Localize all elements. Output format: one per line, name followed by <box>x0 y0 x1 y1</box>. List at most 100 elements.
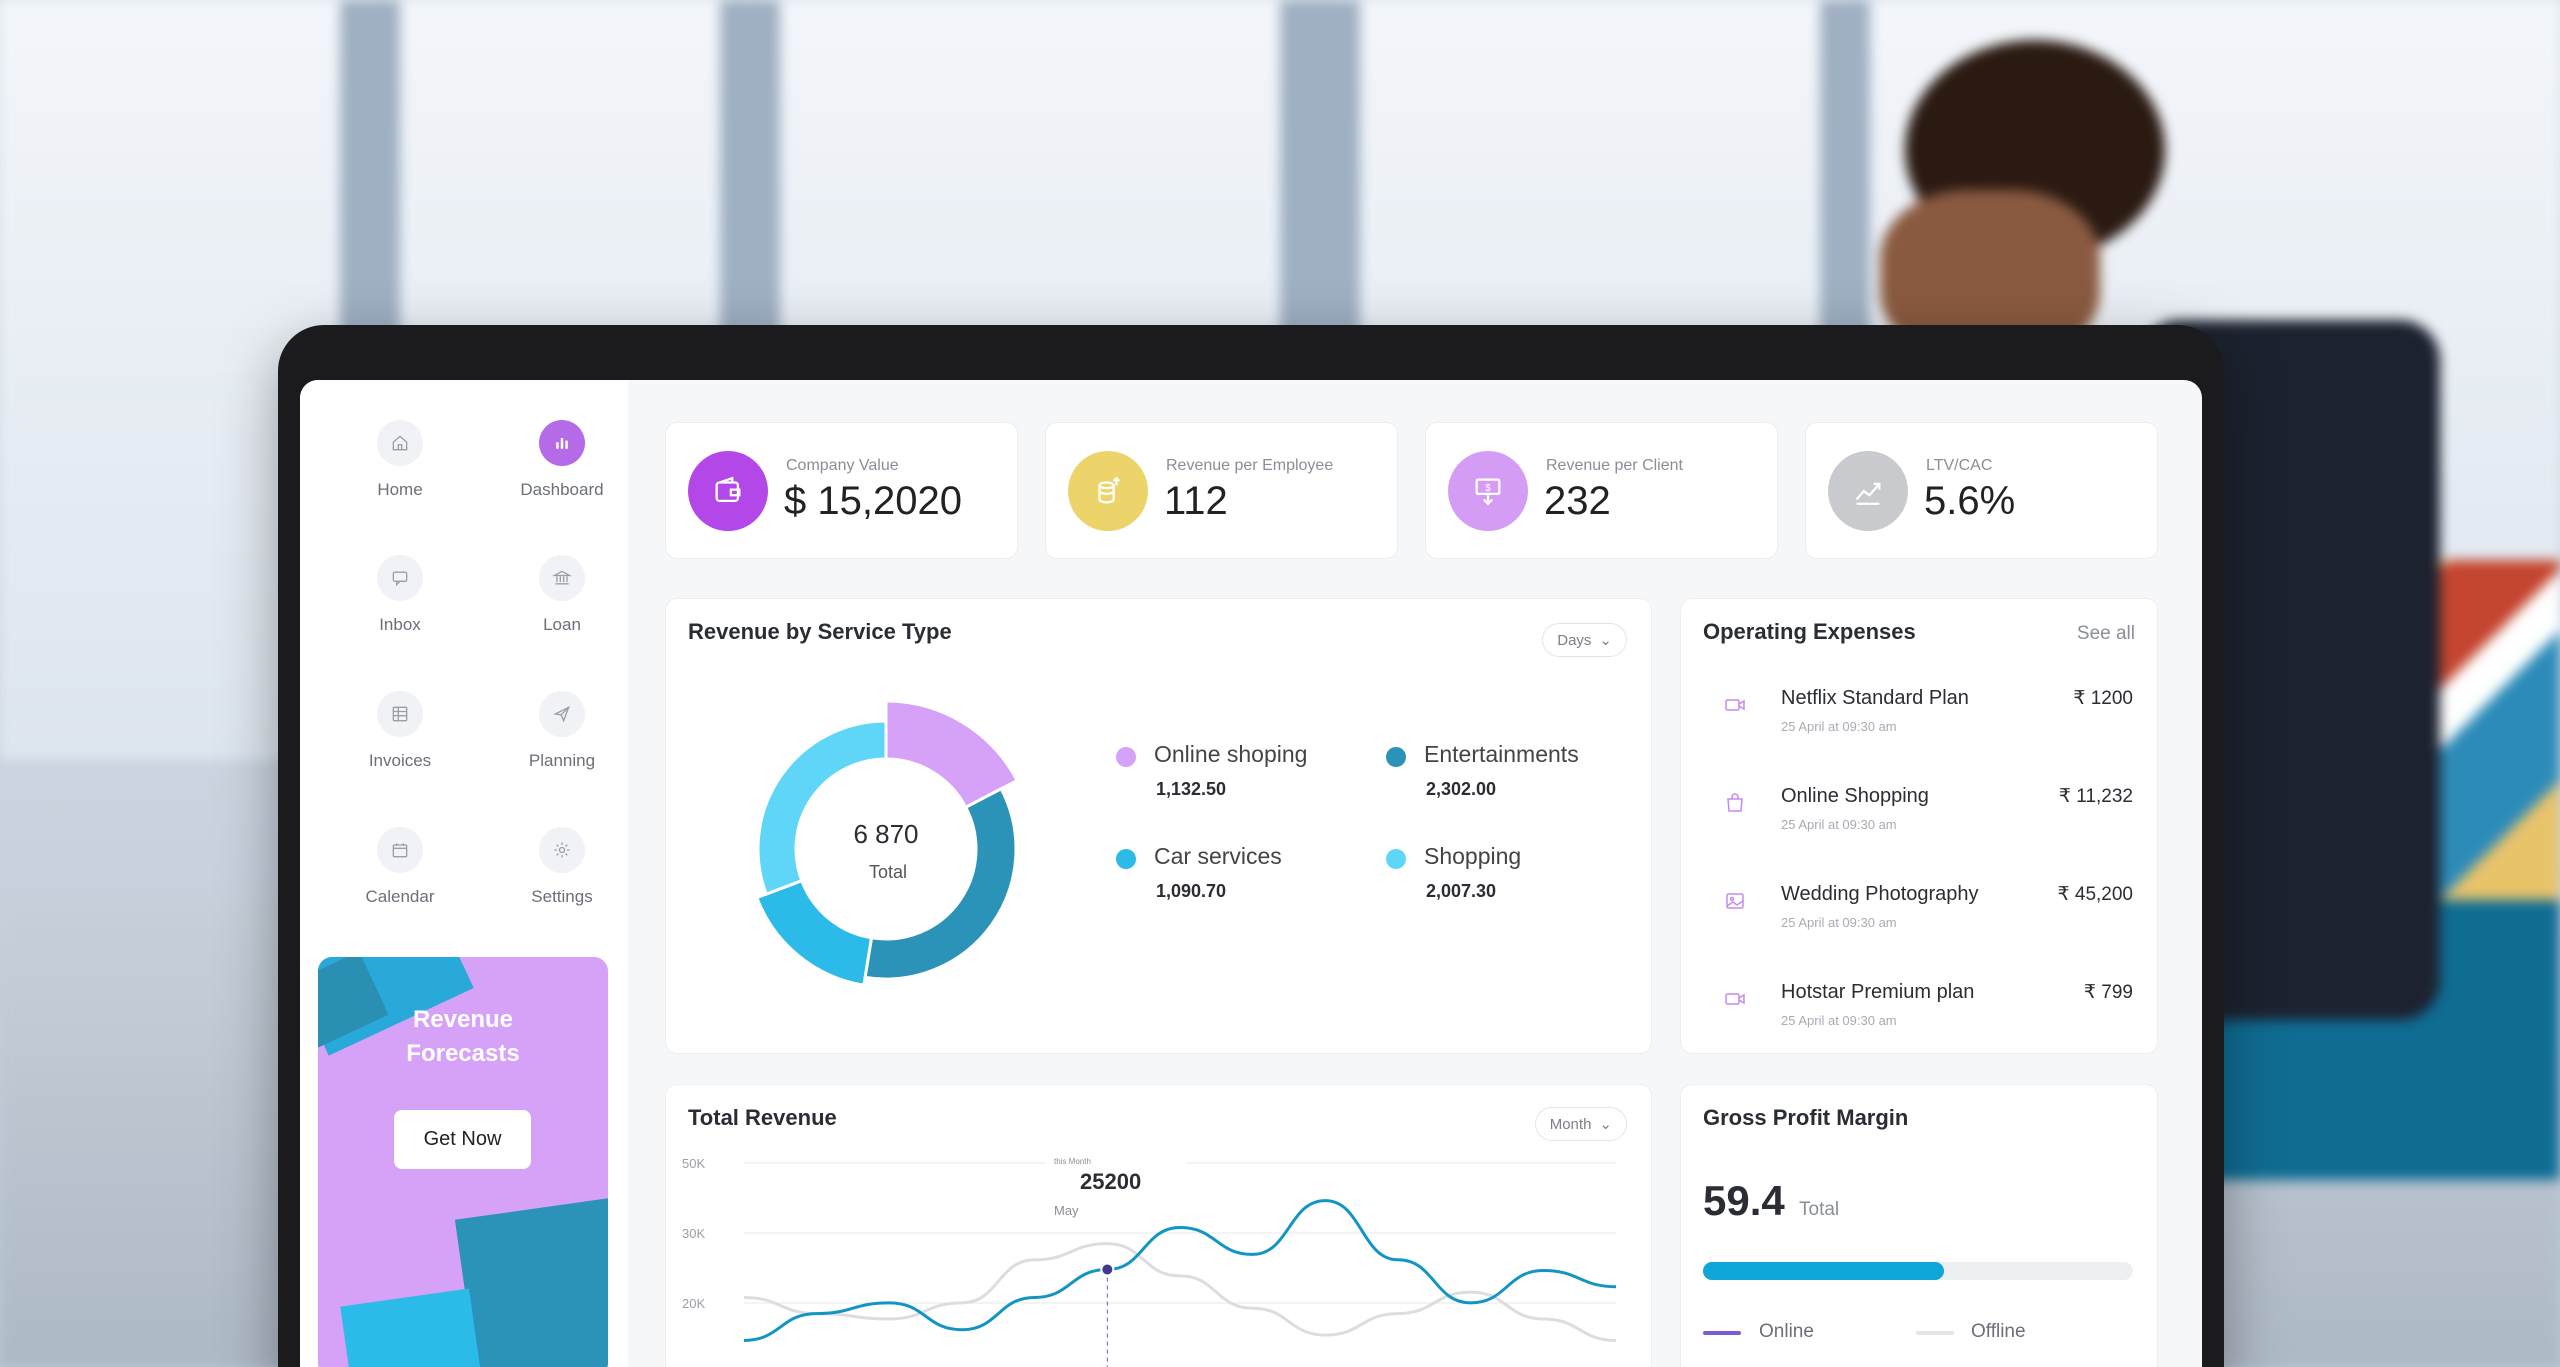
promo-title: Revenue Forecasts <box>406 1006 520 1067</box>
sidebar-item-settings[interactable]: Settings <box>492 827 632 907</box>
get-now-button[interactable]: Get Now <box>394 1110 531 1169</box>
sidebar-item-invoices[interactable]: Invoices <box>330 691 470 771</box>
kpi-card-revenue-per-client: $ Revenue per Client 232 <box>1425 422 1778 559</box>
expense-row[interactable]: Online Shopping 25 April at 09:30 am ₹ 1… <box>1701 777 2137 847</box>
kpi-label: Revenue per Employee <box>1166 457 1334 474</box>
sidebar-item-label: Loan <box>543 615 581 634</box>
operating-expenses-card: Operating Expenses See all Netflix Stand… <box>1680 598 2158 1054</box>
sidebar-item-label: Planning <box>528 751 596 770</box>
shopping-bag-icon <box>1727 793 1743 812</box>
sidebar-item-home[interactable]: Home <box>330 420 470 500</box>
y-tick-label: 30K <box>682 1226 705 1241</box>
send-icon <box>539 691 585 737</box>
kpi-label: Company Value <box>786 457 899 474</box>
expense-amount: ₹ 45,200 <box>2057 884 2133 905</box>
chevron-down-icon: ⌄ <box>1599 1116 1612 1133</box>
revenue-tooltip: this Month 25200 May <box>1046 1153 1186 1223</box>
expense-row[interactable]: Wedding Photography 25 April at 09:30 am… <box>1701 875 2137 945</box>
card-title: Revenue by Service Type <box>688 619 952 644</box>
tooltip-label: May <box>1054 1203 1079 1218</box>
home-icon <box>377 420 423 466</box>
kpi-card-ltv-cac: LTV/CAC 5.6% <box>1805 422 2158 559</box>
legend-value: 2,302.00 <box>1426 779 1497 799</box>
donut-slice <box>863 786 1018 981</box>
image-icon <box>1726 893 1744 909</box>
kpi-label: LTV/CAC <box>1926 457 1993 474</box>
see-all-link[interactable]: See all <box>2076 623 2135 644</box>
legend-value: 1,090.70 <box>1156 881 1227 901</box>
offline-legend-swatch <box>1916 1331 1954 1335</box>
expense-amount: ₹ 1200 <box>2073 688 2133 709</box>
tooltip-value: 25200 <box>1080 1169 1142 1194</box>
card-title: Total Revenue <box>688 1105 837 1130</box>
period-dropdown-value: Month <box>1549 1115 1592 1133</box>
online-legend-swatch <box>1703 1331 1741 1335</box>
kpi-value: 232 <box>1544 479 1611 523</box>
revenue-line <box>743 1199 1617 1342</box>
sidebar-item-label: Calendar <box>365 887 435 906</box>
bank-icon <box>539 555 585 601</box>
expense-row[interactable]: Hotstar Premium plan 25 April at 09:30 a… <box>1701 973 2137 1043</box>
legend-name: Online shoping <box>1154 741 1308 767</box>
expense-name: Wedding Photography <box>1781 883 1979 905</box>
kpi-label: Revenue per Client <box>1546 457 1683 474</box>
dashboard-screen: Home Dashboard Inbox <box>300 380 2202 1367</box>
expense-date: 25 April at 09:30 am <box>1781 1013 1897 1028</box>
card-title: Gross Profit Margin <box>1703 1105 1909 1130</box>
kpi-value: 112 <box>1164 479 1228 523</box>
kpi-value: $ 15,2020 <box>784 479 962 523</box>
offline-legend-label: Offline <box>1971 1321 2026 1342</box>
svg-text:$: $ <box>1485 483 1491 494</box>
comparison-line <box>743 1242 1617 1342</box>
gross-profit-label: Total <box>1799 1199 1840 1220</box>
chevron-down-icon: ⌄ <box>1599 632 1612 649</box>
donut-center-label: Total <box>869 862 907 882</box>
invoice-icon <box>377 691 423 737</box>
sidebar-item-planning[interactable]: Planning <box>492 691 632 771</box>
legend-name: Car services <box>1154 843 1282 869</box>
sidebar-item-label: Settings <box>531 887 593 906</box>
sidebar-item-label: Inbox <box>379 615 421 634</box>
hover-point[interactable] <box>1100 1262 1115 1277</box>
service-donut-chart: 6 870 Total <box>754 699 1020 987</box>
money-download-icon: $ <box>1448 451 1528 531</box>
kpi-card-revenue-per-employee: Revenue per Employee 112 <box>1045 422 1398 559</box>
coins-icon <box>1068 451 1148 531</box>
sidebar-item-inbox[interactable]: Inbox <box>330 555 470 635</box>
donut-center-value: 6 870 <box>853 819 918 849</box>
sidebar-item-loan[interactable]: Loan <box>492 555 632 635</box>
y-tick-label: 20K <box>682 1296 705 1311</box>
gross-profit-card: Gross Profit Margin 59.4 Total Online Of… <box>1680 1084 2158 1367</box>
expense-date: 25 April at 09:30 am <box>1781 719 1897 734</box>
expense-date: 25 April at 09:30 am <box>1781 915 1897 930</box>
gross-profit-progress-fill <box>1703 1262 1944 1280</box>
revenue-by-service-card: Revenue by Service Type Days ⌄ 6 870 Tot… <box>665 598 1652 1054</box>
period-dropdown[interactable]: Days ⌄ <box>1542 623 1627 657</box>
sidebar-item-label: Home <box>377 480 423 499</box>
wallet-icon <box>688 451 768 531</box>
period-dropdown[interactable]: Month ⌄ <box>1534 1107 1627 1141</box>
expense-row[interactable]: Netflix Standard Plan 25 April at 09:30 … <box>1701 679 2137 749</box>
legend-value: 2,007.30 <box>1426 881 1497 901</box>
period-dropdown-value: Days <box>1557 631 1592 649</box>
gear-icon <box>539 827 585 873</box>
total-revenue-line-chart: 50K30K20K10K <box>682 1156 1617 1367</box>
bar-chart-icon <box>539 420 585 466</box>
legend-name: Shopping <box>1424 843 1522 869</box>
sidebar-item-label: Invoices <box>368 751 432 770</box>
kpi-value: 5.6% <box>1924 479 2016 523</box>
sidebar-item-dashboard[interactable]: Dashboard <box>492 420 632 500</box>
expense-name: Online Shopping <box>1781 785 1929 807</box>
video-icon <box>1725 993 1745 1005</box>
online-legend-label: Online <box>1759 1321 1814 1342</box>
donut-slice <box>884 699 1020 810</box>
expense-amount: ₹ 11,232 <box>2058 786 2133 807</box>
sidebar-item-calendar[interactable]: Calendar <box>330 827 470 907</box>
laptop-frame: Home Dashboard Inbox <box>278 325 2224 1367</box>
donut-slice <box>754 878 874 987</box>
revenue-forecast-promo: Revenue Forecasts Get Now <box>318 957 608 1367</box>
donut-slice <box>756 719 888 897</box>
trend-up-icon <box>1828 451 1908 531</box>
expense-amount: ₹ 799 <box>2083 982 2133 1003</box>
calendar-icon <box>377 827 423 873</box>
